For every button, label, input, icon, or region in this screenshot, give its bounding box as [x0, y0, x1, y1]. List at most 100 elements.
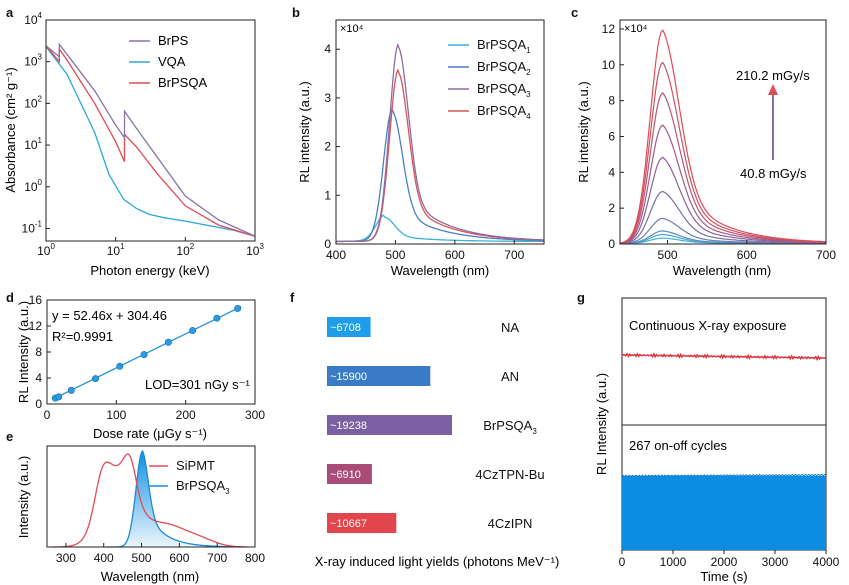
- panel-a-frame: [45, 19, 256, 242]
- panel-a-xlabel: Photon energy (keV): [90, 263, 209, 278]
- panel-b-frame: [335, 19, 545, 245]
- dose-curve: [619, 124, 827, 244]
- panel-letter-a: a: [6, 5, 14, 20]
- d-ytick-label: 0: [35, 397, 42, 411]
- panel-letter-e: e: [6, 429, 13, 444]
- panel-c-multiplier: ×10⁴: [624, 23, 648, 35]
- data-point: [234, 304, 242, 312]
- brpsqa3-fill: [105, 451, 240, 547]
- dose-low-label: 40.8 mGy/s: [740, 166, 807, 181]
- c-ytick-label: 2: [608, 201, 615, 215]
- b-xtick-label: 400: [326, 248, 346, 262]
- bar-value-label: ~10667: [330, 518, 367, 530]
- panel-f-xlabel: X-ray induced light yields (photons MeV⁻…: [315, 554, 560, 569]
- data-point: [116, 362, 124, 370]
- d-xtick-label: 300: [245, 408, 265, 422]
- bar-value-label: ~6708: [330, 322, 361, 334]
- on-off-cycles-label: 267 on-off cycles: [629, 438, 728, 453]
- dose-high-label: 210.2 mGy/s: [736, 68, 810, 83]
- fit-r-squared: R²=0.9991: [52, 329, 113, 344]
- e-xtick-label: 400: [94, 551, 114, 565]
- c-ytick-label: 6: [608, 129, 615, 143]
- panel-c-xlabel: Wavelength (nm): [673, 263, 772, 278]
- fit-equation: y = 52.46x + 304.46: [52, 308, 167, 323]
- legend-label-vqa: VQA: [158, 54, 186, 69]
- c-xtick-label: 600: [737, 248, 757, 262]
- on-off-cycles-envelope: [621, 473, 827, 478]
- legend-label-q4: BrPSQA4: [477, 103, 531, 121]
- panel-f: ~6708 NA ~15900 AN ~19238 BrPSQA3 ~6910 4CzTPN-…: [315, 317, 560, 569]
- curve-vqa: [45, 46, 256, 237]
- bar-value-label: ~19238: [330, 420, 367, 432]
- panel-e-frame: [46, 445, 256, 548]
- panel-d-xlabel: Dose rate (μGy s⁻¹): [93, 426, 207, 441]
- panel-g: 0 1000 2000 3000 4000 Continuous X-ray expos…: [594, 297, 840, 584]
- b-ytick-label: 1: [324, 188, 331, 202]
- sipmt-curve: [52, 453, 248, 548]
- a-ytick-label: 103: [24, 53, 42, 69]
- a-xtick-label: 102: [176, 242, 194, 258]
- data-point: [164, 338, 172, 346]
- curve-brpsqa2: [336, 107, 544, 243]
- c-ytick-label: 4: [608, 165, 615, 179]
- bar: [327, 415, 452, 435]
- b-xtick-label: 500: [385, 248, 405, 262]
- data-point: [55, 393, 63, 401]
- d-ytick-label: 12: [29, 319, 43, 333]
- panel-c-ylabel: RL intensity (a.u.): [576, 81, 591, 182]
- panel-d-ylabel: RL Intensity (a.u.): [16, 301, 31, 403]
- a-ytick-label: 102: [24, 94, 42, 110]
- bar-category-label: BrPSQA3: [483, 418, 537, 436]
- curve-brps: [45, 42, 256, 237]
- e-xtick-label: 300: [56, 551, 76, 565]
- bar: [327, 317, 371, 337]
- bar-category-label: 4CzIPN: [488, 516, 533, 531]
- g-xtick-label: 1000: [660, 555, 687, 569]
- d-xtick-label: 100: [106, 408, 126, 422]
- bar: [327, 366, 431, 386]
- c-ytick-label: 0: [608, 237, 615, 251]
- b-xtick-label: 600: [445, 248, 465, 262]
- d-xtick-label: 200: [176, 408, 196, 422]
- legend-label-q3: BrPSQA3: [477, 81, 531, 99]
- d-ytick-label: 16: [29, 293, 43, 307]
- panel-a-ylabel: Absorbance (cm² g⁻¹): [3, 67, 18, 192]
- d-ytick-label: 4: [35, 371, 42, 385]
- panel-d: 0 100 200 300 0 4 8 12 16 y = 52.46x + 304.46 R²…: [16, 293, 265, 441]
- curve-brpsqa: [45, 45, 256, 237]
- panel-g-ylabel: RL Intensity (a.u.): [594, 373, 609, 475]
- bar-value-label: ~6910: [330, 469, 361, 481]
- panel-e-xlabel: Wavelength (nm): [101, 569, 200, 584]
- panel-letter-b: b: [292, 5, 300, 20]
- panel-b-multiplier: ×10⁴: [340, 23, 364, 35]
- legend-label-q1: BrPSQA1: [477, 37, 531, 55]
- a-ytick-label: 100: [24, 178, 42, 194]
- lod-label: LOD=301 nGy s⁻¹: [145, 377, 250, 392]
- e-xtick-label: 600: [169, 551, 189, 565]
- e-legend-label: SiPMT: [176, 458, 215, 473]
- b-ytick-label: 4: [324, 42, 331, 56]
- b-ytick-label: 3: [324, 91, 331, 105]
- bar-category-label: 4CzTPN-Bu: [475, 467, 544, 482]
- bar-value-label: ~15900: [330, 371, 367, 383]
- legend-label-brps: BrPS: [158, 33, 189, 48]
- panel-c-frame: [619, 19, 827, 245]
- e-legend-label: BrPSQA3: [176, 478, 230, 496]
- data-point: [67, 386, 75, 394]
- panel-e-ylabel: Intensity (a.u.): [16, 456, 31, 538]
- c-ytick-label: 10: [602, 58, 616, 72]
- g-xtick-label: 2000: [711, 555, 738, 569]
- panel-b: 400 500 600 700 0 1 2 3 4 ×10⁴ Wavelength (nm) R…: [297, 19, 545, 278]
- a-xtick-label: 101: [107, 242, 125, 258]
- legend-label-brpsqa: BrPSQA: [158, 75, 207, 90]
- panel-b-xlabel: Wavelength (nm): [391, 263, 490, 278]
- e-xtick-label: 700: [207, 551, 227, 565]
- b-ytick-label: 2: [324, 140, 331, 154]
- legend-label-q2: BrPSQA2: [477, 59, 531, 77]
- on-off-cycles-fill: [622, 476, 826, 550]
- dose-curve: [619, 29, 827, 244]
- panel-g-xlabel: Time (s): [700, 569, 747, 584]
- panel-b-ylabel: RL intensity (a.u.): [297, 81, 312, 182]
- a-ytick-label: 10-1: [22, 219, 43, 235]
